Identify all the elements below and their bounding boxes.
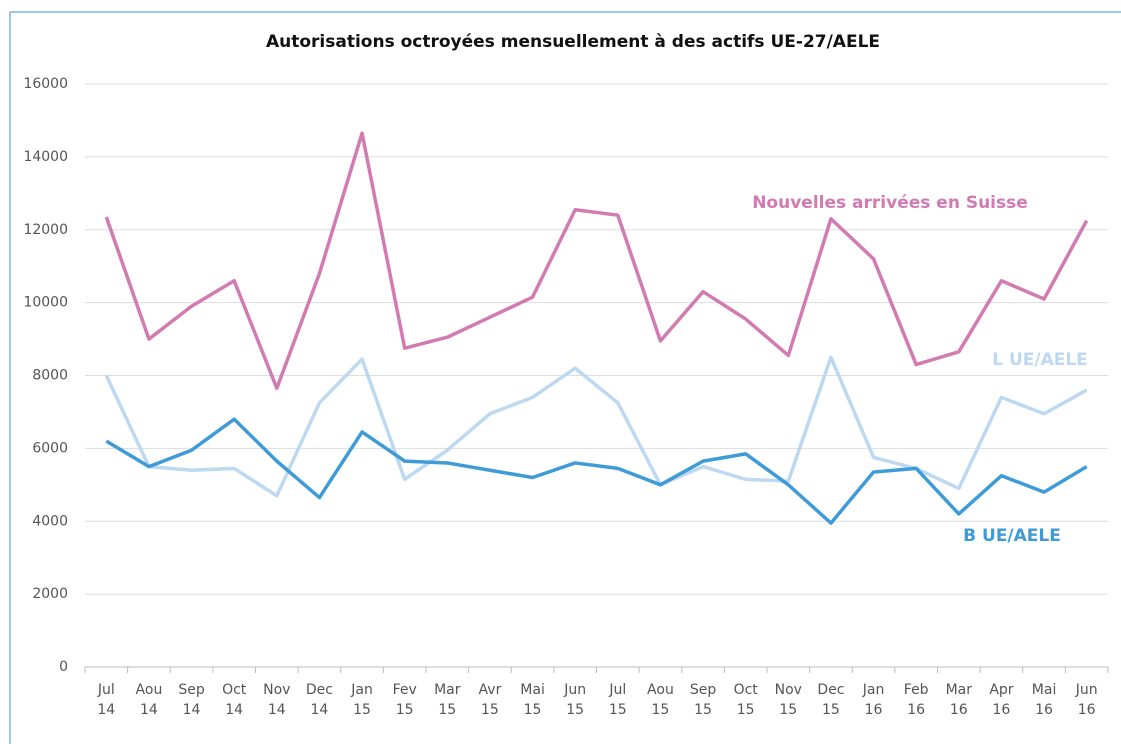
- x-tick-label: Oct 14: [222, 682, 247, 718]
- series-line: [105, 417, 1088, 525]
- x-tick-label: Mar 16: [945, 682, 973, 718]
- x-tick-label: Jan 15: [351, 682, 373, 718]
- series-label: L UE/AELE: [992, 350, 1088, 370]
- y-tick-label: 10000: [23, 295, 68, 311]
- x-tick-label: Jun 15: [564, 682, 587, 718]
- x-tick-label: Feb 16: [903, 682, 929, 718]
- x-tick-label: Jul 15: [608, 682, 627, 718]
- x-tick-label: Mai 16: [1031, 682, 1057, 718]
- x-tick-label: Sep 14: [178, 682, 205, 718]
- x-tick-label: Fev 15: [392, 682, 417, 718]
- x-tick-label: Sep 15: [689, 682, 717, 718]
- series-label: Nouvelles arrivées en Suisse: [752, 193, 1028, 213]
- x-tick-label: Avr 15: [478, 682, 502, 718]
- x-tick-label: Apr 16: [989, 682, 1014, 718]
- y-tick-label: 8000: [32, 368, 68, 384]
- x-tick-label: Nov 14: [263, 682, 291, 718]
- chart-title: Autorisations octroyées mensuellement à …: [266, 32, 880, 52]
- y-tick-label: 12000: [23, 222, 68, 238]
- x-tick-label: Oct 15: [733, 682, 758, 718]
- x-tick-label: Mai 15: [520, 682, 545, 718]
- series-label: B UE/AELE: [963, 526, 1061, 546]
- x-tick-label: Jun 16: [1075, 682, 1098, 718]
- x-tick-label: Dec 14: [305, 682, 333, 718]
- x-tick-label: Dec 15: [817, 682, 845, 718]
- y-tick-label: 6000: [32, 440, 68, 456]
- y-tick-label: 16000: [23, 76, 68, 92]
- x-tick-label: Jul 14: [97, 682, 116, 718]
- y-tick-label: 4000: [32, 513, 68, 529]
- y-tick-label: 2000: [32, 586, 68, 602]
- x-tick-label: Jan 16: [862, 682, 885, 718]
- y-tick-label: 0: [59, 659, 68, 675]
- series-line: [104, 131, 1089, 391]
- series-line: [104, 355, 1088, 498]
- x-tick-label: Mar 15: [434, 682, 461, 718]
- x-tick-label: Aou 14: [135, 682, 163, 718]
- x-tick-label: Aou 15: [647, 682, 674, 718]
- y-tick-label: 14000: [23, 149, 68, 165]
- x-tick-label: Nov 15: [774, 682, 802, 718]
